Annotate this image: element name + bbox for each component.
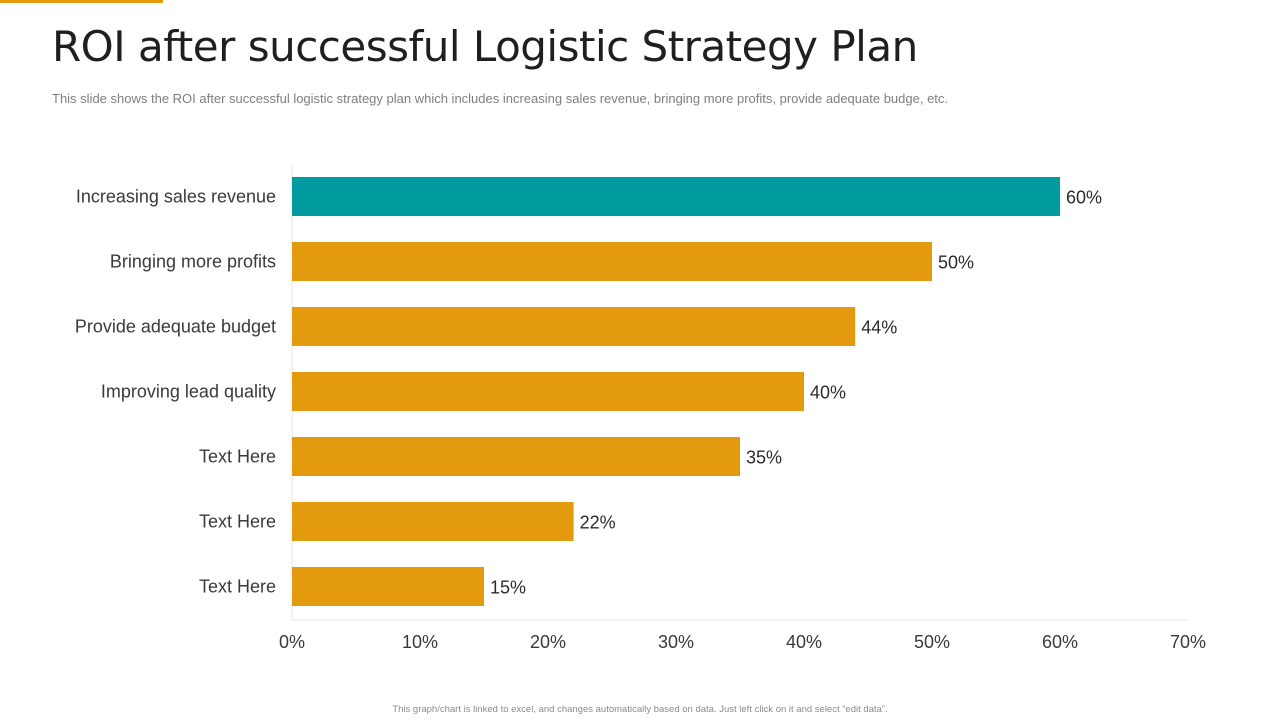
x-tick-label: 60% <box>1042 632 1078 652</box>
x-tick-labels: 0% 10% 20% 30% 40% 50% 60% 70% <box>279 632 1206 652</box>
value-label: 40% <box>810 383 846 403</box>
bar[interactable] <box>292 307 856 346</box>
bar-chart[interactable]: Increasing sales revenue Bringing more pr… <box>0 150 1280 670</box>
bar[interactable] <box>292 502 574 541</box>
x-tick-label: 70% <box>1170 632 1206 652</box>
category-label: Increasing sales revenue <box>76 187 276 207</box>
value-labels: 60% 50% 44% 40% 35% 22% 15% <box>490 188 1102 598</box>
accent-bar <box>0 0 163 3</box>
page-title: ROI after successful Logistic Strategy P… <box>52 22 918 71</box>
x-tick-label: 50% <box>914 632 950 652</box>
category-label: Improving lead quality <box>101 382 276 402</box>
value-label: 44% <box>861 318 897 338</box>
x-tick-label: 10% <box>402 632 438 652</box>
bar[interactable] <box>292 372 804 411</box>
chart-bars <box>292 177 1060 606</box>
category-label: Text Here <box>199 512 276 532</box>
x-tick-label: 30% <box>658 632 694 652</box>
x-tick-label: 0% <box>279 632 305 652</box>
value-label: 15% <box>490 578 526 598</box>
footnote: This graph/chart is linked to excel, and… <box>392 704 888 715</box>
value-label: 60% <box>1066 188 1102 208</box>
category-label: Text Here <box>199 447 276 467</box>
category-labels: Increasing sales revenue Bringing more pr… <box>75 187 276 597</box>
category-label: Provide adequate budget <box>75 317 276 337</box>
bar[interactable] <box>292 437 740 476</box>
x-tick-label: 20% <box>530 632 566 652</box>
value-label: 35% <box>746 448 782 468</box>
bar[interactable] <box>292 242 932 281</box>
bar[interactable] <box>292 177 1060 216</box>
x-tick-label: 40% <box>786 632 822 652</box>
category-label: Text Here <box>199 577 276 597</box>
bar[interactable] <box>292 567 484 606</box>
category-label: Bringing more profits <box>110 252 276 272</box>
value-label: 22% <box>580 513 616 533</box>
page-subtitle: This slide shows the ROI after successfu… <box>52 91 949 106</box>
value-label: 50% <box>938 253 974 273</box>
